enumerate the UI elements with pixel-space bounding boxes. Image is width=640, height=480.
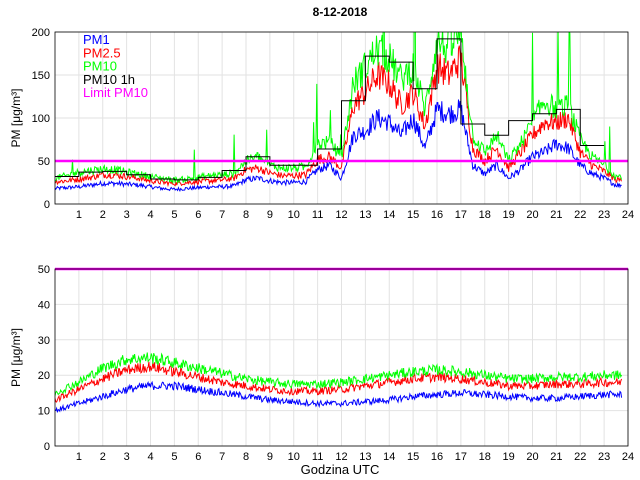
x-tick-label: 9 [267, 209, 273, 221]
x-tick-label: 11 [312, 209, 323, 221]
legend-entry: PM2.5 [83, 45, 121, 60]
x-tick-label: 15 [407, 209, 419, 221]
bottom-axes: 1 2 3 4 5 6 7 8 9 10 11 12 13 14 15 16 17 18 19 20 21 22 23 240… [9, 264, 634, 463]
x-tick-label: 8 [243, 451, 249, 463]
x-tick-label: 20 [526, 209, 538, 221]
x-tick-label: 4 [147, 451, 153, 463]
y-axis-label: PM [μg/m³] [9, 328, 23, 387]
x-tick-label: 11 [312, 451, 323, 463]
series-line-pm1 [55, 99, 622, 192]
y-tick-label: 100 [32, 113, 50, 125]
legend-entry: PM10 1h [83, 72, 135, 87]
x-tick-label: 3 [124, 209, 130, 221]
x-tick-label: 8 [243, 209, 249, 221]
top-axes: 1 2 3 4 5 6 7 8 9 10 11 12 13 14 15 16 17 18 19 20 21 22 23 240… [9, 27, 634, 221]
x-tick-label: 21 [550, 209, 562, 221]
legend-entry: PM10 [83, 59, 117, 74]
x-tick-label: 6 [195, 209, 201, 221]
x-tick-label: 22 [574, 451, 586, 463]
y-tick-label: 20 [38, 370, 50, 382]
x-tick-label: 10 [288, 209, 300, 221]
x-tick-label: 2 [100, 451, 106, 463]
x-tick-label: 14 [383, 451, 395, 463]
y-tick-label: 50 [38, 156, 50, 168]
x-tick-label: 24 [622, 451, 634, 463]
x-tick-label: 19 [503, 451, 515, 463]
x-tick-label: 18 [479, 209, 491, 221]
y-tick-label: 10 [38, 406, 50, 418]
x-tick-label: 21 [550, 451, 562, 463]
x-tick-label: 16 [431, 209, 443, 221]
x-tick-label: 10 [288, 451, 300, 463]
x-tick-label: 14 [383, 209, 395, 221]
axes-frame [54, 31, 629, 205]
x-tick-label: 19 [503, 209, 515, 221]
series-line-pm10 [55, 32, 623, 185]
y-tick-label: 200 [32, 27, 50, 39]
x-tick-label: 23 [598, 209, 610, 221]
legend-entry: PM1 [83, 32, 110, 47]
x-tick-label: 7 [219, 451, 225, 463]
chart-title: 8-12-2018 [313, 5, 368, 19]
y-tick-label: 50 [38, 264, 50, 276]
y-tick-label: 150 [32, 70, 50, 82]
x-tick-label: 5 [171, 209, 177, 221]
series-line-pm2-5 [55, 45, 623, 188]
x-tick-label: 1 [76, 451, 82, 463]
series-line-pm1 [55, 380, 623, 413]
y-tick-label: 40 [38, 299, 50, 311]
x-tick-label: 1 [76, 209, 82, 221]
series-line-pm10 [55, 352, 623, 396]
x-tick-label: 7 [219, 209, 225, 221]
x-tick-label: 23 [598, 451, 610, 463]
x-tick-label: 13 [359, 451, 371, 463]
x-tick-label: 12 [335, 209, 347, 221]
x-tick-label: 22 [574, 209, 586, 221]
y-tick-label: 30 [38, 335, 50, 347]
x-tick-label: 9 [267, 451, 273, 463]
legend-entry: Limit PM10 [83, 85, 148, 100]
x-tick-label: 17 [455, 209, 467, 221]
x-tick-label: 2 [100, 209, 106, 221]
x-tick-label: 12 [335, 451, 347, 463]
x-tick-label: 13 [359, 209, 371, 221]
x-tick-label: 6 [195, 451, 201, 463]
y-tick-label: 0 [44, 199, 50, 211]
x-axis-label: Godzina UTC [301, 462, 380, 477]
x-tick-label: 24 [622, 209, 634, 221]
x-tick-label: 15 [407, 451, 419, 463]
x-tick-label: 16 [431, 451, 443, 463]
y-tick-label: 0 [44, 441, 50, 453]
x-tick-label: 17 [455, 451, 467, 463]
x-tick-label: 3 [124, 451, 130, 463]
x-tick-label: 18 [479, 451, 491, 463]
x-tick-label: 20 [526, 451, 538, 463]
x-tick-label: 4 [147, 209, 153, 221]
series-line-pm10-1h [55, 38, 605, 181]
x-tick-label: 5 [171, 451, 177, 463]
axes-frame [54, 268, 629, 447]
y-axis-label: PM [μg/m³] [9, 89, 23, 148]
